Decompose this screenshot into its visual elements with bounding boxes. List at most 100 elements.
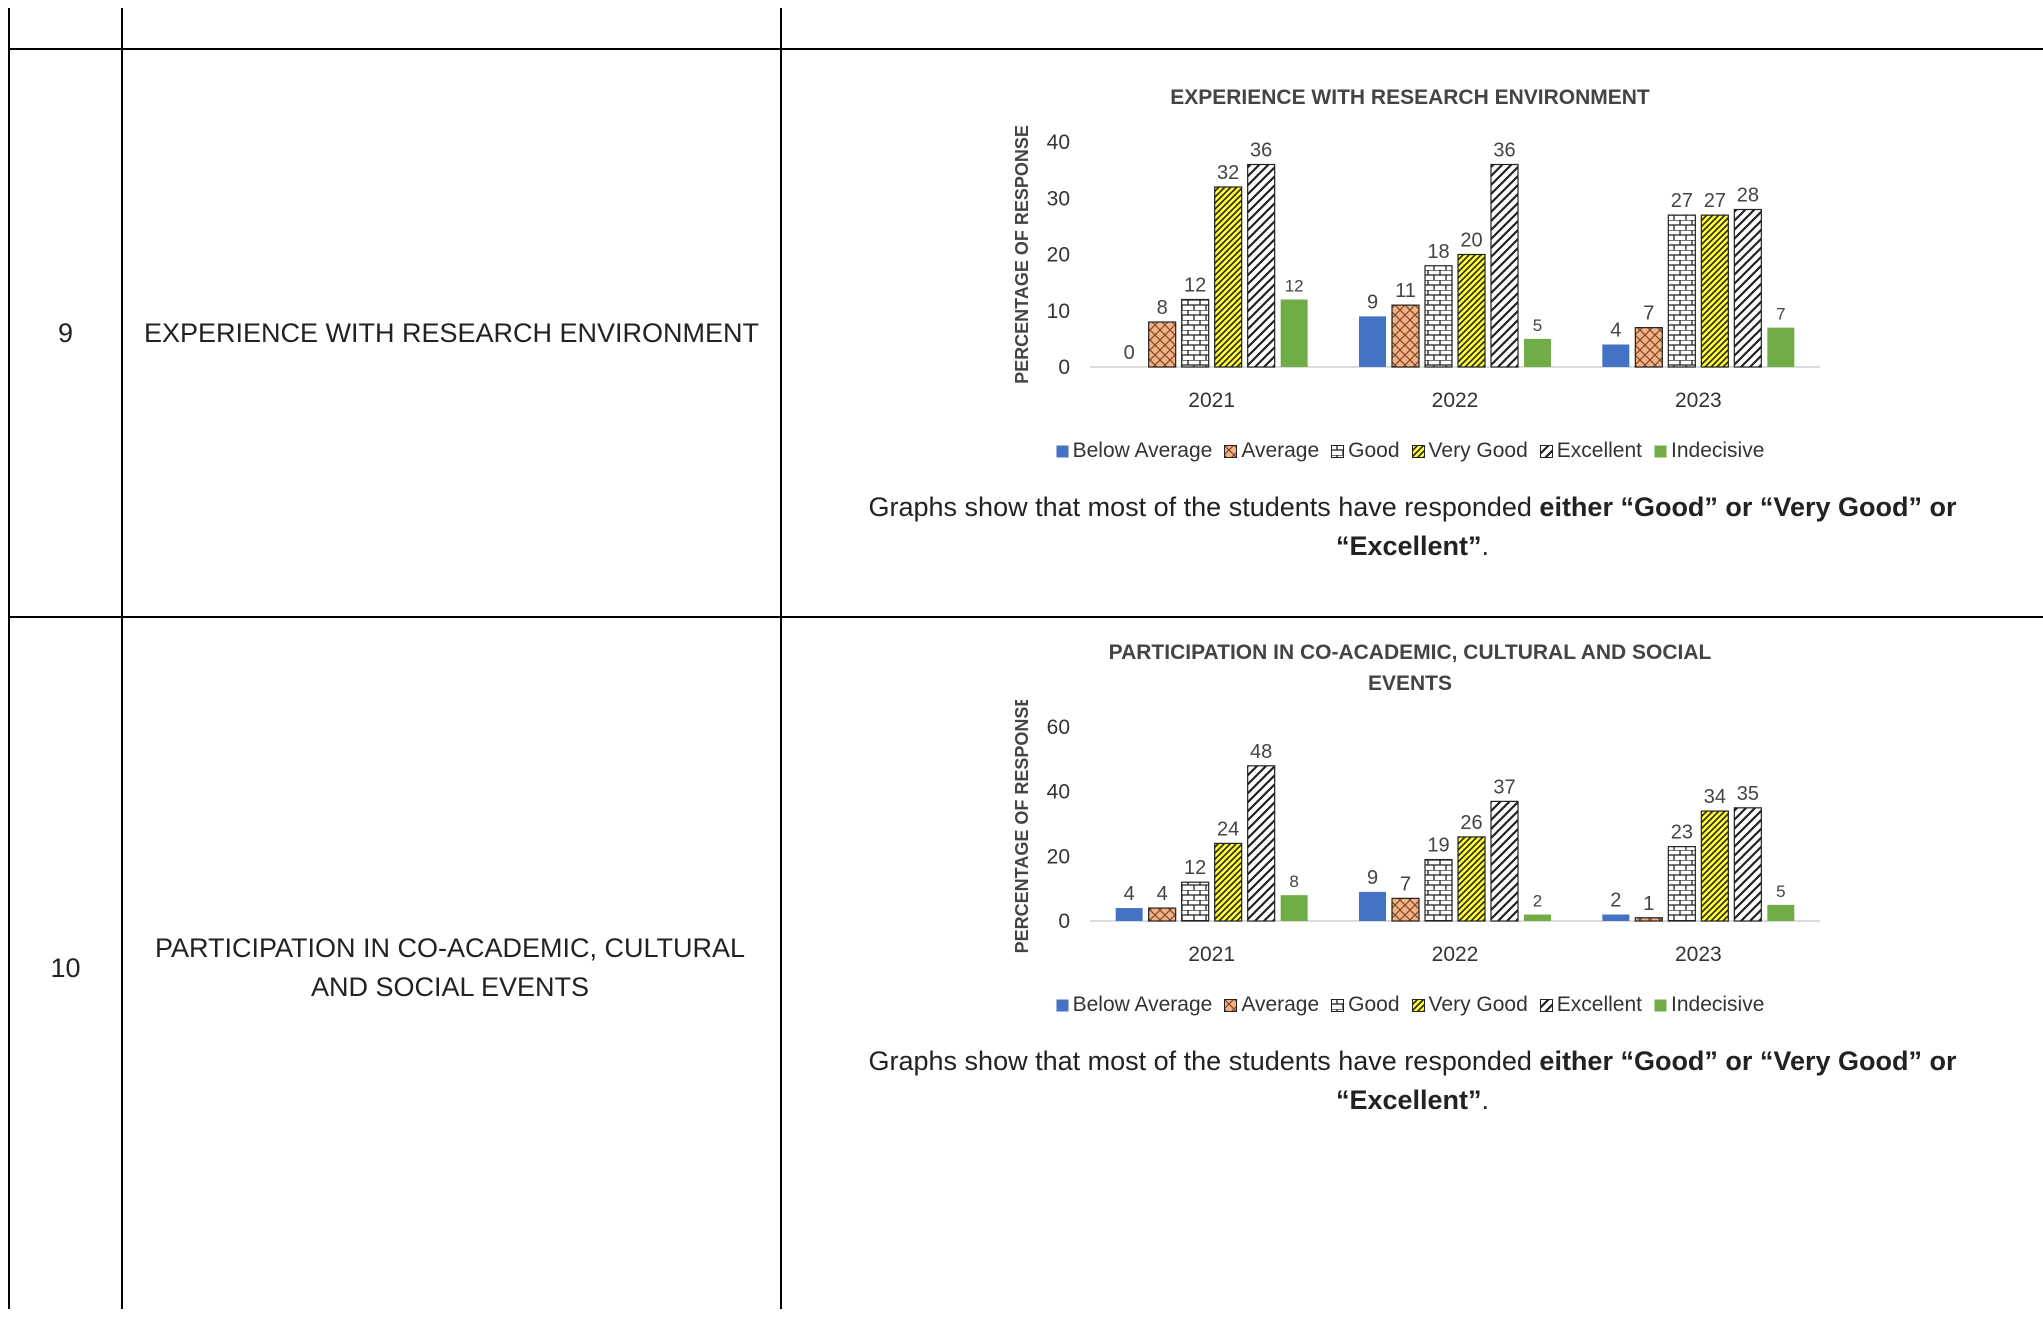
bar-excellent: [1490, 163, 1519, 368]
legend-swatch: [1331, 444, 1345, 458]
data-label: 27: [1704, 190, 1726, 212]
legend-item: Very Good: [1411, 993, 1528, 1017]
bar-average: [1148, 321, 1177, 368]
legend-label: Good: [1348, 439, 1400, 462]
legend-label: Average: [1241, 439, 1320, 462]
bar-chart-research-environment: PERCENTAGE OF RESPONSE 0 10 20 30 40 0 8 12 32 36 1…: [1012, 125, 1820, 410]
bar-very-good: [1457, 836, 1486, 922]
data-label: 7: [1400, 873, 1411, 895]
legend-item: Below Average: [1056, 993, 1213, 1017]
bar-indecisive: [1280, 895, 1308, 921]
bar-indecisive: [1280, 299, 1308, 367]
data-label: 4: [1157, 883, 1168, 905]
legend-swatch: [1539, 444, 1553, 458]
bar-good: [1667, 214, 1696, 368]
bar-indecisive: [1524, 914, 1551, 921]
bar-average: [1391, 897, 1420, 922]
legend-item: Good: [1331, 439, 1400, 463]
data-label: 27: [1671, 190, 1693, 212]
legend-item: Good: [1331, 993, 1400, 1017]
data-label: 36: [1250, 140, 1272, 162]
row-number: 9: [57, 317, 74, 348]
data-label: 12: [1184, 857, 1206, 879]
bar-below-average: [1359, 316, 1386, 367]
legend-swatch: [1224, 998, 1238, 1012]
data-label: 37: [1493, 776, 1515, 798]
legend-swatch: [1224, 444, 1238, 458]
bar-good: [1667, 846, 1696, 922]
bar-excellent: [1733, 208, 1762, 368]
bar-below-average: [1115, 908, 1143, 921]
legend-label: Excellent: [1556, 993, 1642, 1016]
table-col2-divider: [780, 8, 782, 1309]
y-tick-label: 0: [1058, 910, 1070, 933]
legend-swatch: [1056, 445, 1069, 457]
data-label: 1: [1643, 893, 1654, 915]
data-label: 12: [1285, 277, 1304, 296]
row-number: 10: [50, 952, 81, 983]
data-label: 2: [1533, 892, 1542, 911]
x-tick-label: 2021: [1188, 943, 1235, 966]
data-label: 8: [1157, 297, 1168, 319]
legend-item: Average: [1224, 993, 1319, 1017]
data-label: 32: [1217, 162, 1239, 184]
chart-legend: Below Average Average Good Very Good Excelle…: [980, 436, 1840, 466]
data-label: 36: [1493, 140, 1515, 162]
bar-good: [1181, 298, 1210, 368]
x-tick-label: 2023: [1675, 389, 1722, 410]
row-parameter: EXPERIENCE WITH RESEARCH ENVIRONMENT: [143, 317, 760, 348]
y-tick-label: 10: [1047, 300, 1070, 323]
row-parameter: PARTICIPATION IN CO-ACADEMIC, CULTURAL A…: [154, 933, 746, 1002]
bar-good: [1424, 265, 1453, 368]
y-tick-label: 30: [1047, 187, 1070, 210]
legend-label: Indecisive: [1671, 439, 1765, 462]
data-label: 23: [1671, 822, 1693, 844]
bar-good: [1181, 881, 1210, 922]
table-row-divider-middle: [8, 616, 2043, 618]
legend-label: Below Average: [1072, 993, 1213, 1016]
legend-label: Indecisive: [1671, 993, 1765, 1016]
data-label: 8: [1289, 872, 1298, 891]
caption-end: .: [1481, 531, 1490, 561]
legend-item: Below Average: [1056, 439, 1213, 463]
data-label: 34: [1704, 786, 1726, 808]
legend-item: Excellent: [1539, 439, 1642, 463]
bar-excellent: [1247, 163, 1276, 368]
y-tick-label: 60: [1047, 716, 1070, 739]
data-label: 28: [1737, 185, 1759, 207]
data-label: 35: [1737, 783, 1759, 805]
legend-swatch: [1411, 998, 1425, 1012]
bar-average: [1634, 327, 1663, 368]
legend-swatch: [1411, 444, 1425, 458]
data-label: 24: [1217, 818, 1239, 840]
data-label: 18: [1427, 241, 1449, 263]
legend-label: Below Average: [1072, 439, 1213, 462]
chart-caption: Graphs show that most of the students ha…: [815, 1042, 2010, 1120]
bar-excellent: [1490, 800, 1519, 922]
data-label: 9: [1367, 291, 1378, 313]
chart-title: PARTICIPATION IN CO-ACADEMIC, CULTURAL A…: [1108, 641, 1712, 695]
data-label: 7: [1643, 303, 1654, 325]
bar-below-average: [1359, 891, 1386, 921]
legend-item: Average: [1224, 439, 1319, 463]
legend-item: Indecisive: [1654, 993, 1764, 1017]
bar-very-good: [1700, 214, 1729, 368]
bar-below-average: [1602, 914, 1630, 921]
y-axis-label: PERCENTAGE OF RESPONSE: [1012, 125, 1032, 384]
caption-text: Graphs show that most of the students ha…: [868, 1046, 1540, 1076]
caption-text: Graphs show that most of the students ha…: [868, 492, 1540, 522]
chart-caption: Graphs show that most of the students ha…: [815, 488, 2010, 566]
data-label: 5: [1776, 882, 1785, 901]
data-label: 9: [1367, 867, 1378, 889]
data-label: 7: [1776, 305, 1785, 324]
chart-title: EXPERIENCE WITH RESEARCH ENVIRONMENT: [1170, 86, 1650, 109]
bar-excellent: [1247, 765, 1276, 922]
bar-indecisive: [1524, 338, 1551, 367]
legend-label: Excellent: [1556, 439, 1642, 462]
data-label: 11: [1395, 280, 1416, 302]
y-tick-label: 20: [1047, 244, 1070, 267]
data-label: 4: [1124, 883, 1135, 905]
data-label: 2: [1610, 890, 1621, 912]
x-tick-label: 2022: [1432, 389, 1479, 410]
